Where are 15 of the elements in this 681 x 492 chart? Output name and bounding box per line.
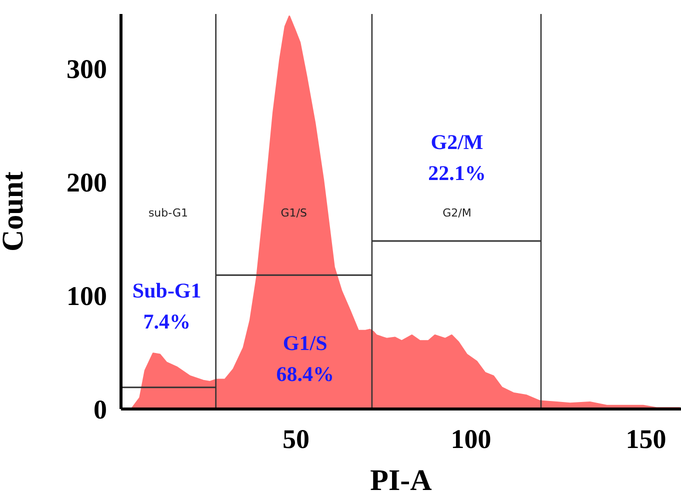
x-tick-label: 50 [282, 424, 310, 454]
y-tick-label: 100 [66, 281, 107, 312]
annotation: G2/M [442, 206, 472, 220]
x-tick-label: 100 [450, 424, 492, 454]
y-tick-label: 300 [66, 54, 107, 84]
x-axis-title: PI-A [370, 464, 432, 492]
y-tick-label: 200 [66, 168, 107, 198]
y-axis-title: Count [0, 171, 30, 252]
annotation: Sub-G1 7.4% [132, 278, 202, 334]
x-tick-label: 150 [626, 424, 666, 454]
annotation: G2/M 22.1% [428, 130, 486, 185]
y-tick-label: 0 [94, 394, 107, 425]
annotation: sub-G1 [148, 206, 188, 220]
annotation: G1/S 68.4% [276, 330, 334, 386]
annotation: G1/S [280, 206, 308, 220]
